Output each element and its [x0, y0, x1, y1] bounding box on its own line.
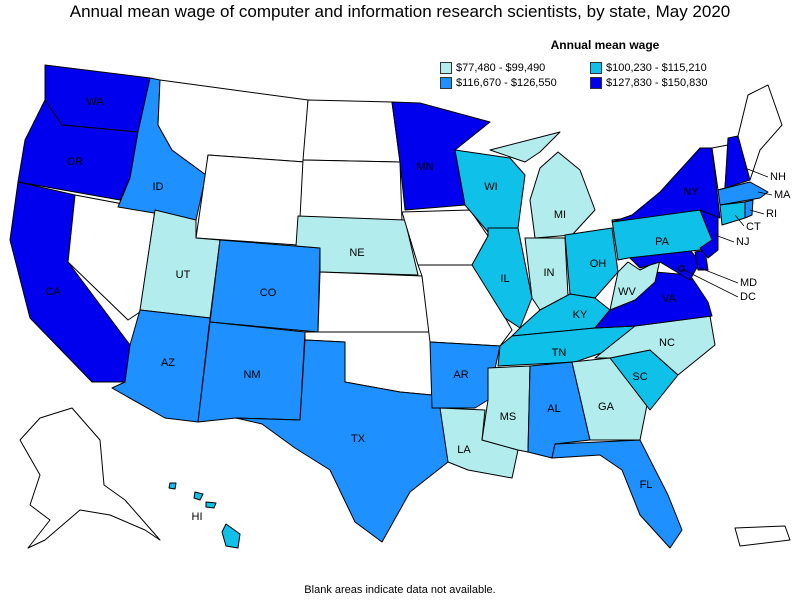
state-hi[interactable] [168, 482, 241, 549]
legend-item-bin-2: $116,670 - $126,550 [440, 77, 590, 89]
state-ny[interactable] [611, 147, 721, 223]
label-ms: MS [500, 411, 517, 423]
state-la[interactable] [439, 407, 519, 479]
label-in: IN [544, 267, 555, 279]
label-id: ID [153, 181, 164, 193]
state-ia[interactable] [401, 209, 489, 266]
state-pr[interactable] [734, 525, 791, 547]
state-co[interactable] [209, 239, 321, 333]
state-sd[interactable] [299, 159, 403, 223]
label-oh: OH [590, 258, 607, 270]
label-mi: MI [554, 209, 566, 221]
leader-ct [734, 214, 745, 227]
label-ma: MA [774, 189, 791, 201]
legend-label-bin-0: $77,480 - $99,490 [456, 62, 546, 74]
legend-title: Annual mean wage [550, 38, 660, 52]
label-ga: GA [598, 401, 615, 413]
legend-item-bin-3: $127,830 - $150,830 [590, 77, 750, 89]
legend-label-bin-2: $116,670 - $126,550 [456, 77, 557, 89]
legend-label-bin-3: $127,830 - $150,830 [606, 77, 708, 89]
legend-item-bin-0: $77,480 - $99,490 [440, 62, 590, 74]
label-va: VA [662, 293, 677, 305]
label-az: AZ [161, 357, 175, 369]
state-dc[interactable] [678, 265, 685, 272]
legend-swatch-bin-2 [440, 77, 452, 89]
label-md: MD [740, 277, 757, 289]
label-tn: TN [552, 347, 567, 359]
label-sc: SC [632, 371, 647, 383]
label-nh: NH [770, 171, 786, 183]
label-fl: FL [640, 479, 653, 491]
label-hi: HI [192, 511, 203, 523]
state-il[interactable] [471, 227, 533, 329]
map-title: Annual mean wage of computer and informa… [69, 2, 731, 21]
label-nm: NM [243, 369, 260, 381]
label-dc: DC [740, 291, 756, 303]
leader-md [699, 267, 739, 284]
label-ne: NE [349, 247, 364, 259]
state-ak[interactable] [19, 407, 161, 549]
legend-swatch-bin-3 [590, 77, 602, 89]
label-ut: UT [176, 269, 191, 281]
state-ks[interactable] [317, 271, 431, 333]
legend-swatch-bin-1 [590, 62, 602, 74]
state-ma[interactable] [717, 181, 769, 206]
label-ct: CT [746, 221, 761, 233]
legend: Annual mean wage $77,480 - $99,490 $100,… [440, 38, 770, 89]
label-co: CO [260, 287, 277, 299]
leader-nj [714, 234, 735, 243]
legend-label-bin-1: $100,230 - $115,210 [606, 62, 707, 74]
state-mi[interactable] [489, 131, 596, 239]
state-ms[interactable] [481, 365, 531, 453]
label-ar: AR [453, 369, 468, 381]
state-fl[interactable] [551, 439, 683, 549]
leader-ri [749, 209, 765, 215]
state-ga[interactable] [571, 357, 649, 441]
state-oh[interactable] [564, 227, 619, 299]
state-ct[interactable] [719, 201, 746, 226]
state-me[interactable] [737, 84, 783, 181]
label-pa: PA [655, 236, 670, 248]
leader-dc [681, 268, 739, 298]
leader-nh [744, 167, 769, 178]
label-wv: WV [618, 286, 636, 298]
label-ky: KY [573, 309, 588, 321]
legend-swatch-bin-0 [440, 62, 452, 74]
label-la: LA [457, 444, 471, 456]
label-il: IL [500, 273, 509, 285]
state-nd[interactable] [302, 99, 401, 163]
label-nj: NJ [736, 236, 749, 248]
label-ri: RI [766, 208, 777, 220]
legend-item-bin-1: $100,230 - $115,210 [590, 62, 750, 74]
state-tx[interactable] [235, 339, 449, 543]
label-wi: WI [484, 181, 497, 193]
label-or: OR [67, 156, 84, 168]
state-ar[interactable] [429, 341, 501, 409]
state-wy[interactable] [195, 154, 306, 246]
leader-ma [757, 191, 773, 196]
label-wa: WA [86, 96, 104, 108]
label-nc: NC [659, 337, 675, 349]
label-ca: CA [45, 286, 61, 298]
label-ny: NY [683, 186, 699, 198]
footnote: Blank areas indicate data not available. [304, 584, 496, 596]
label-al: AL [547, 403, 560, 415]
label-mn: MN [416, 161, 433, 173]
label-tx: TX [351, 433, 366, 445]
state-ri[interactable] [744, 199, 754, 219]
